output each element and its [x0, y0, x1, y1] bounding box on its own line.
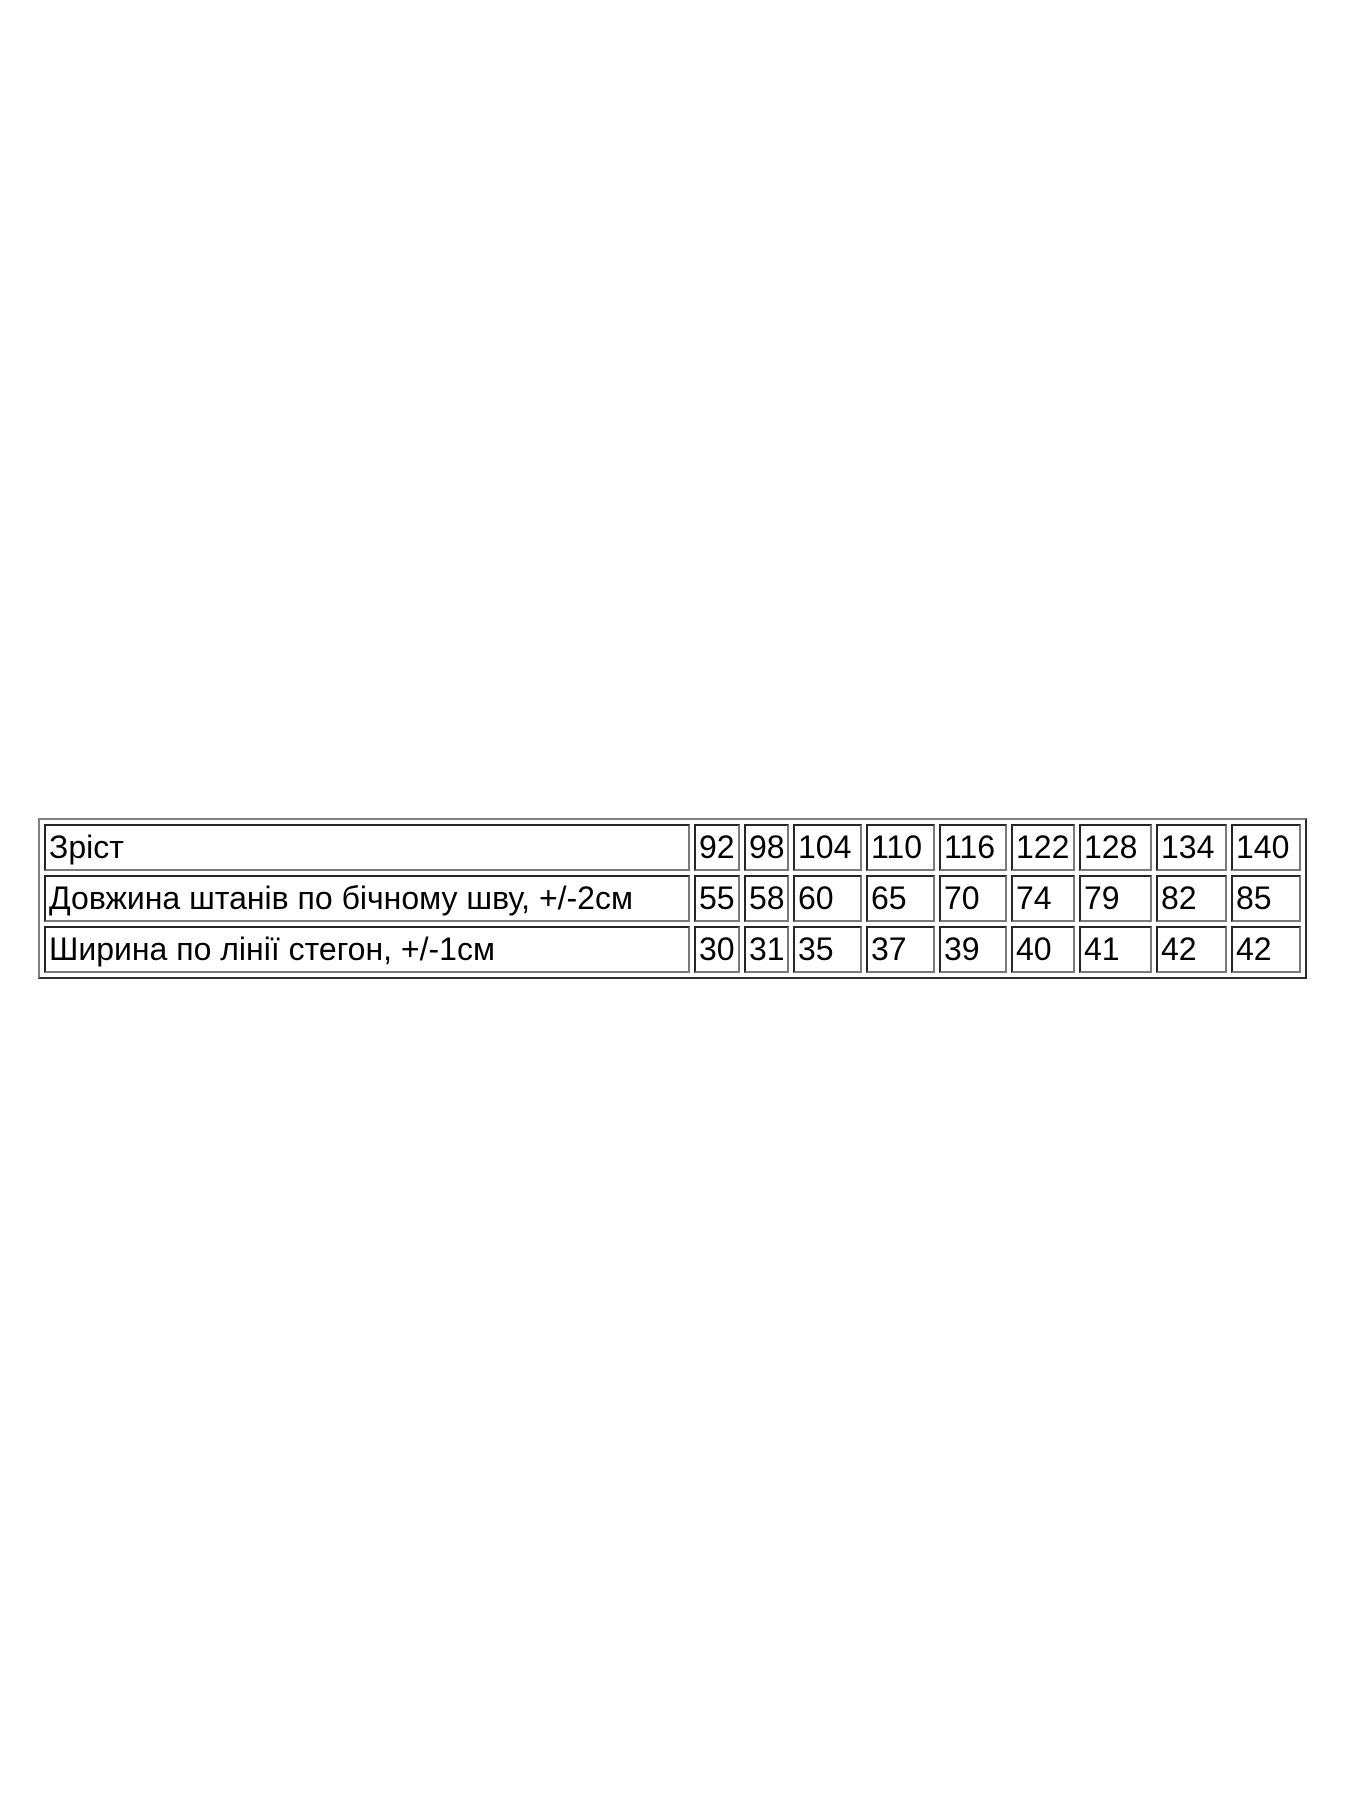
row-label: Довжина штанів по бічному шву, +/-2см [44, 875, 690, 922]
size-value-cell: 116 [939, 824, 1007, 871]
size-value-cell: 122 [1011, 824, 1075, 871]
size-value-cell: 60 [793, 875, 862, 922]
size-value-cell: 98 [744, 824, 789, 871]
size-value-cell: 104 [793, 824, 862, 871]
size-value-cell: 31 [744, 926, 789, 973]
size-value-cell: 40 [1011, 926, 1075, 973]
size-value-cell: 55 [694, 875, 740, 922]
size-value-cell: 58 [744, 875, 789, 922]
size-value-cell: 134 [1156, 824, 1227, 871]
size-value-cell: 65 [866, 875, 935, 922]
size-value-cell: 140 [1231, 824, 1301, 871]
size-value-cell: 42 [1231, 926, 1301, 973]
size-value-cell: 74 [1011, 875, 1075, 922]
size-value-cell: 42 [1156, 926, 1227, 973]
size-value-cell: 37 [866, 926, 935, 973]
size-value-cell: 41 [1079, 926, 1152, 973]
size-value-cell: 110 [866, 824, 935, 871]
table-row: Ширина по лінії стегон, +/-1см 30 31 35 37 39… [44, 926, 1301, 973]
size-value-cell: 70 [939, 875, 1007, 922]
size-value-cell: 85 [1231, 875, 1301, 922]
size-value-cell: 39 [939, 926, 1007, 973]
size-value-cell: 79 [1079, 875, 1152, 922]
row-label: Зріст [44, 824, 690, 871]
size-value-cell: 92 [694, 824, 740, 871]
table-row: Довжина штанів по бічному шву, +/-2см 55 5… [44, 875, 1301, 922]
size-value-cell: 35 [793, 926, 862, 973]
size-value-cell: 82 [1156, 875, 1227, 922]
row-label: Ширина по лінії стегон, +/-1см [44, 926, 690, 973]
size-value-cell: 30 [694, 926, 740, 973]
size-chart-table: Зріст 92 98 104 110 116 122 128 134 140 Довжина шт… [38, 818, 1307, 979]
size-value-cell: 128 [1079, 824, 1152, 871]
table-row: Зріст 92 98 104 110 116 122 128 134 140 [44, 824, 1301, 871]
